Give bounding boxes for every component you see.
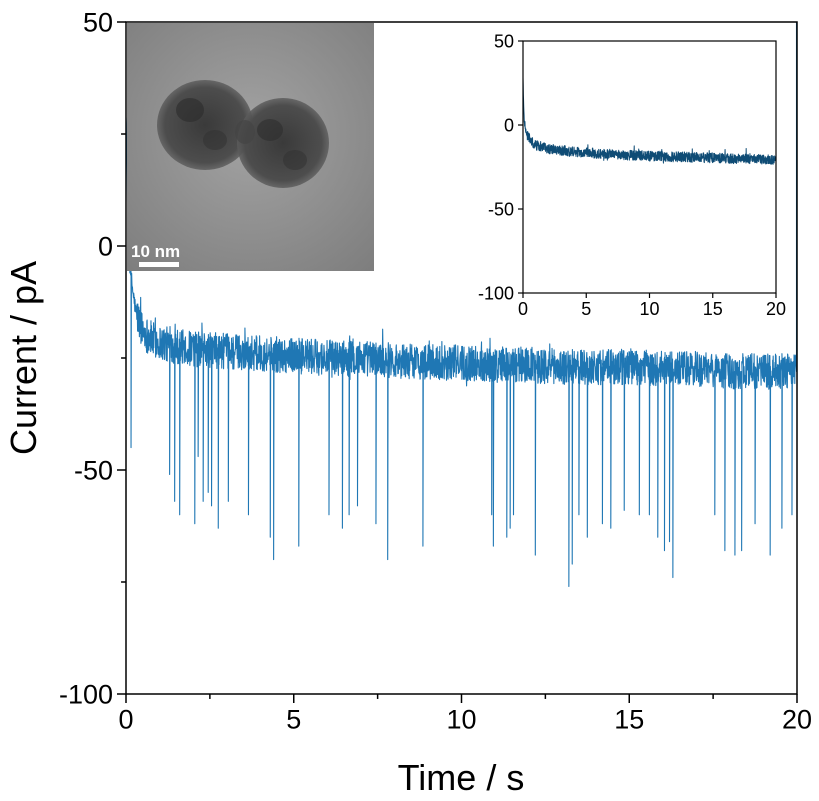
scale-bar-label: 10 nm xyxy=(131,242,180,261)
x-tick-label: 5 xyxy=(581,299,591,319)
y-tick-label: -100 xyxy=(59,679,113,709)
inset-plot-background xyxy=(523,41,776,293)
x-tick-label: 20 xyxy=(766,299,786,319)
nanoparticle-cluster-image xyxy=(157,80,329,188)
tem-image-inset: 10 nm xyxy=(127,23,374,271)
inset-plot: 0 5 10 15 20 -100 -50 0 50 xyxy=(478,31,786,319)
x-tick-label: 15 xyxy=(614,705,644,735)
x-tick-label: 5 xyxy=(286,705,301,735)
x-tick-label: 10 xyxy=(639,299,659,319)
y-axis-title: Current / pA xyxy=(3,261,44,455)
y-tick-label: 0 xyxy=(98,231,113,261)
x-tick-label: 20 xyxy=(782,705,812,735)
inset-current-trace xyxy=(523,77,776,165)
y-tick-label: -100 xyxy=(478,283,514,303)
y-tick-label: 50 xyxy=(494,31,514,51)
scale-bar xyxy=(139,262,179,267)
y-tick-label: 50 xyxy=(83,7,113,37)
inset-trace-path xyxy=(523,77,776,165)
y-tick-label: -50 xyxy=(74,455,113,485)
y-tick-label: 0 xyxy=(504,115,514,135)
x-tick-label: 10 xyxy=(446,705,476,735)
inset-ticks: 0 5 10 15 20 -100 -50 0 50 xyxy=(478,31,786,319)
x-tick-label: 0 xyxy=(118,705,133,735)
x-tick-label: 15 xyxy=(703,299,723,319)
main-trace-path xyxy=(126,22,797,588)
main-current-trace xyxy=(126,22,797,588)
y-tick-label: -50 xyxy=(488,199,514,219)
x-tick-label: 0 xyxy=(518,299,528,319)
x-axis-title: Time / s xyxy=(398,757,525,798)
